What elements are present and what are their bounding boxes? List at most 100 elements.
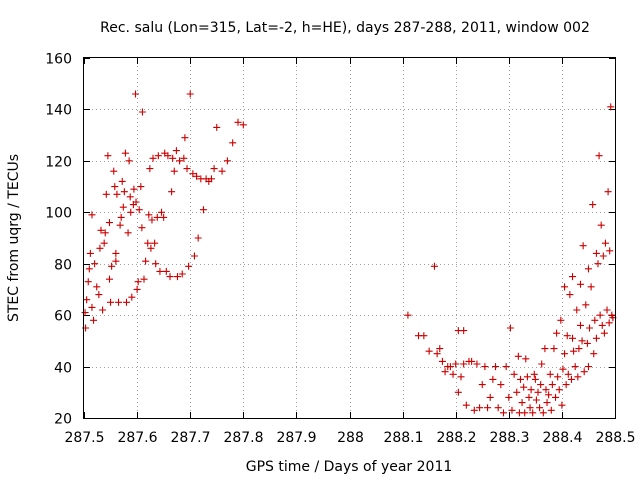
data-point	[104, 152, 112, 160]
data-point	[173, 273, 181, 281]
data-point	[132, 198, 140, 206]
data-point	[590, 350, 598, 358]
data-point	[190, 252, 198, 260]
data-point	[561, 283, 569, 291]
data-point	[116, 221, 124, 229]
data-point	[594, 260, 602, 268]
data-point	[523, 373, 531, 381]
data-point	[101, 229, 109, 237]
data-point	[153, 213, 161, 221]
y-tick-label: 140	[45, 103, 72, 119]
data-point	[536, 404, 544, 412]
x-tick-label: 288	[337, 430, 364, 446]
data-point	[531, 375, 539, 383]
data-point	[518, 399, 526, 407]
data-point	[601, 239, 609, 247]
data-point	[125, 157, 133, 165]
data-point	[566, 291, 574, 299]
data-point	[584, 363, 592, 371]
data-point	[146, 165, 154, 173]
data-point	[454, 388, 462, 396]
data-point	[181, 134, 189, 142]
data-point	[557, 316, 565, 324]
data-point	[494, 404, 502, 412]
data-point	[176, 157, 184, 165]
x-tick-label: 288.5	[595, 430, 635, 446]
data-point	[539, 409, 547, 417]
data-point	[105, 219, 113, 227]
data-point	[239, 121, 247, 129]
data-point	[530, 370, 538, 378]
data-point	[145, 211, 153, 219]
data-point	[575, 345, 583, 353]
data-point	[186, 90, 194, 98]
data-point	[529, 409, 537, 417]
data-point	[470, 406, 478, 414]
y-axis-title: STEC from uqrg / TECUs	[6, 154, 22, 322]
data-point	[545, 391, 553, 399]
data-point	[547, 406, 555, 414]
data-point	[404, 311, 412, 319]
data-point	[527, 386, 535, 394]
y-tick-label: 60	[54, 309, 72, 325]
data-point	[160, 213, 168, 221]
data-point	[597, 221, 605, 229]
data-point	[457, 373, 465, 381]
data-point	[446, 363, 454, 371]
data-point	[83, 296, 91, 304]
data-point	[135, 206, 143, 214]
data-point	[573, 306, 581, 314]
data-point	[93, 283, 101, 291]
data-point	[218, 167, 226, 175]
data-point	[543, 399, 551, 407]
data-point	[548, 381, 556, 389]
data-point	[113, 190, 121, 198]
data-point	[520, 383, 528, 391]
data-point	[506, 324, 514, 332]
data-point	[154, 152, 162, 160]
data-point	[508, 406, 516, 414]
data-point	[510, 370, 518, 378]
data-point	[497, 381, 505, 389]
data-point	[599, 252, 607, 260]
data-point	[574, 373, 582, 381]
data-point	[576, 280, 584, 288]
x-tick-label: 288.3	[489, 430, 529, 446]
data-point	[578, 337, 586, 345]
data-point	[499, 409, 507, 417]
data-point	[156, 267, 164, 275]
data-point	[95, 291, 103, 299]
data-point	[562, 381, 570, 389]
data-point	[425, 347, 433, 355]
data-point	[438, 357, 446, 365]
data-point	[126, 193, 134, 201]
data-point	[149, 154, 157, 162]
data-point	[178, 270, 186, 278]
data-point	[473, 360, 481, 368]
data-point	[115, 298, 123, 306]
data-point	[478, 381, 486, 389]
data-point	[584, 265, 592, 273]
data-point	[460, 360, 468, 368]
data-point	[596, 311, 604, 319]
data-point	[120, 188, 128, 196]
data-point	[183, 165, 191, 173]
data-point	[117, 213, 125, 221]
y-tick-label: 20	[54, 412, 72, 428]
chart-title: Rec. salu (Lon=315, Lat=-2, h=HE), days …	[100, 20, 590, 36]
data-point	[492, 363, 500, 371]
x-tick-label: 287.7	[170, 430, 210, 446]
data-points	[81, 90, 617, 417]
axis-ticks: 287.5 287.6 287.7 287.8 287.9 288 288.1 288.2 28…	[45, 52, 635, 447]
data-point	[132, 90, 140, 98]
data-point	[99, 306, 107, 314]
data-point	[555, 386, 563, 394]
data-point	[185, 262, 193, 270]
x-tick-label: 288.2	[436, 430, 476, 446]
y-tick-label: 80	[54, 258, 72, 274]
data-point	[86, 249, 94, 257]
data-point	[598, 321, 606, 329]
x-tick-label: 287.8	[223, 430, 263, 446]
data-point	[97, 226, 105, 234]
